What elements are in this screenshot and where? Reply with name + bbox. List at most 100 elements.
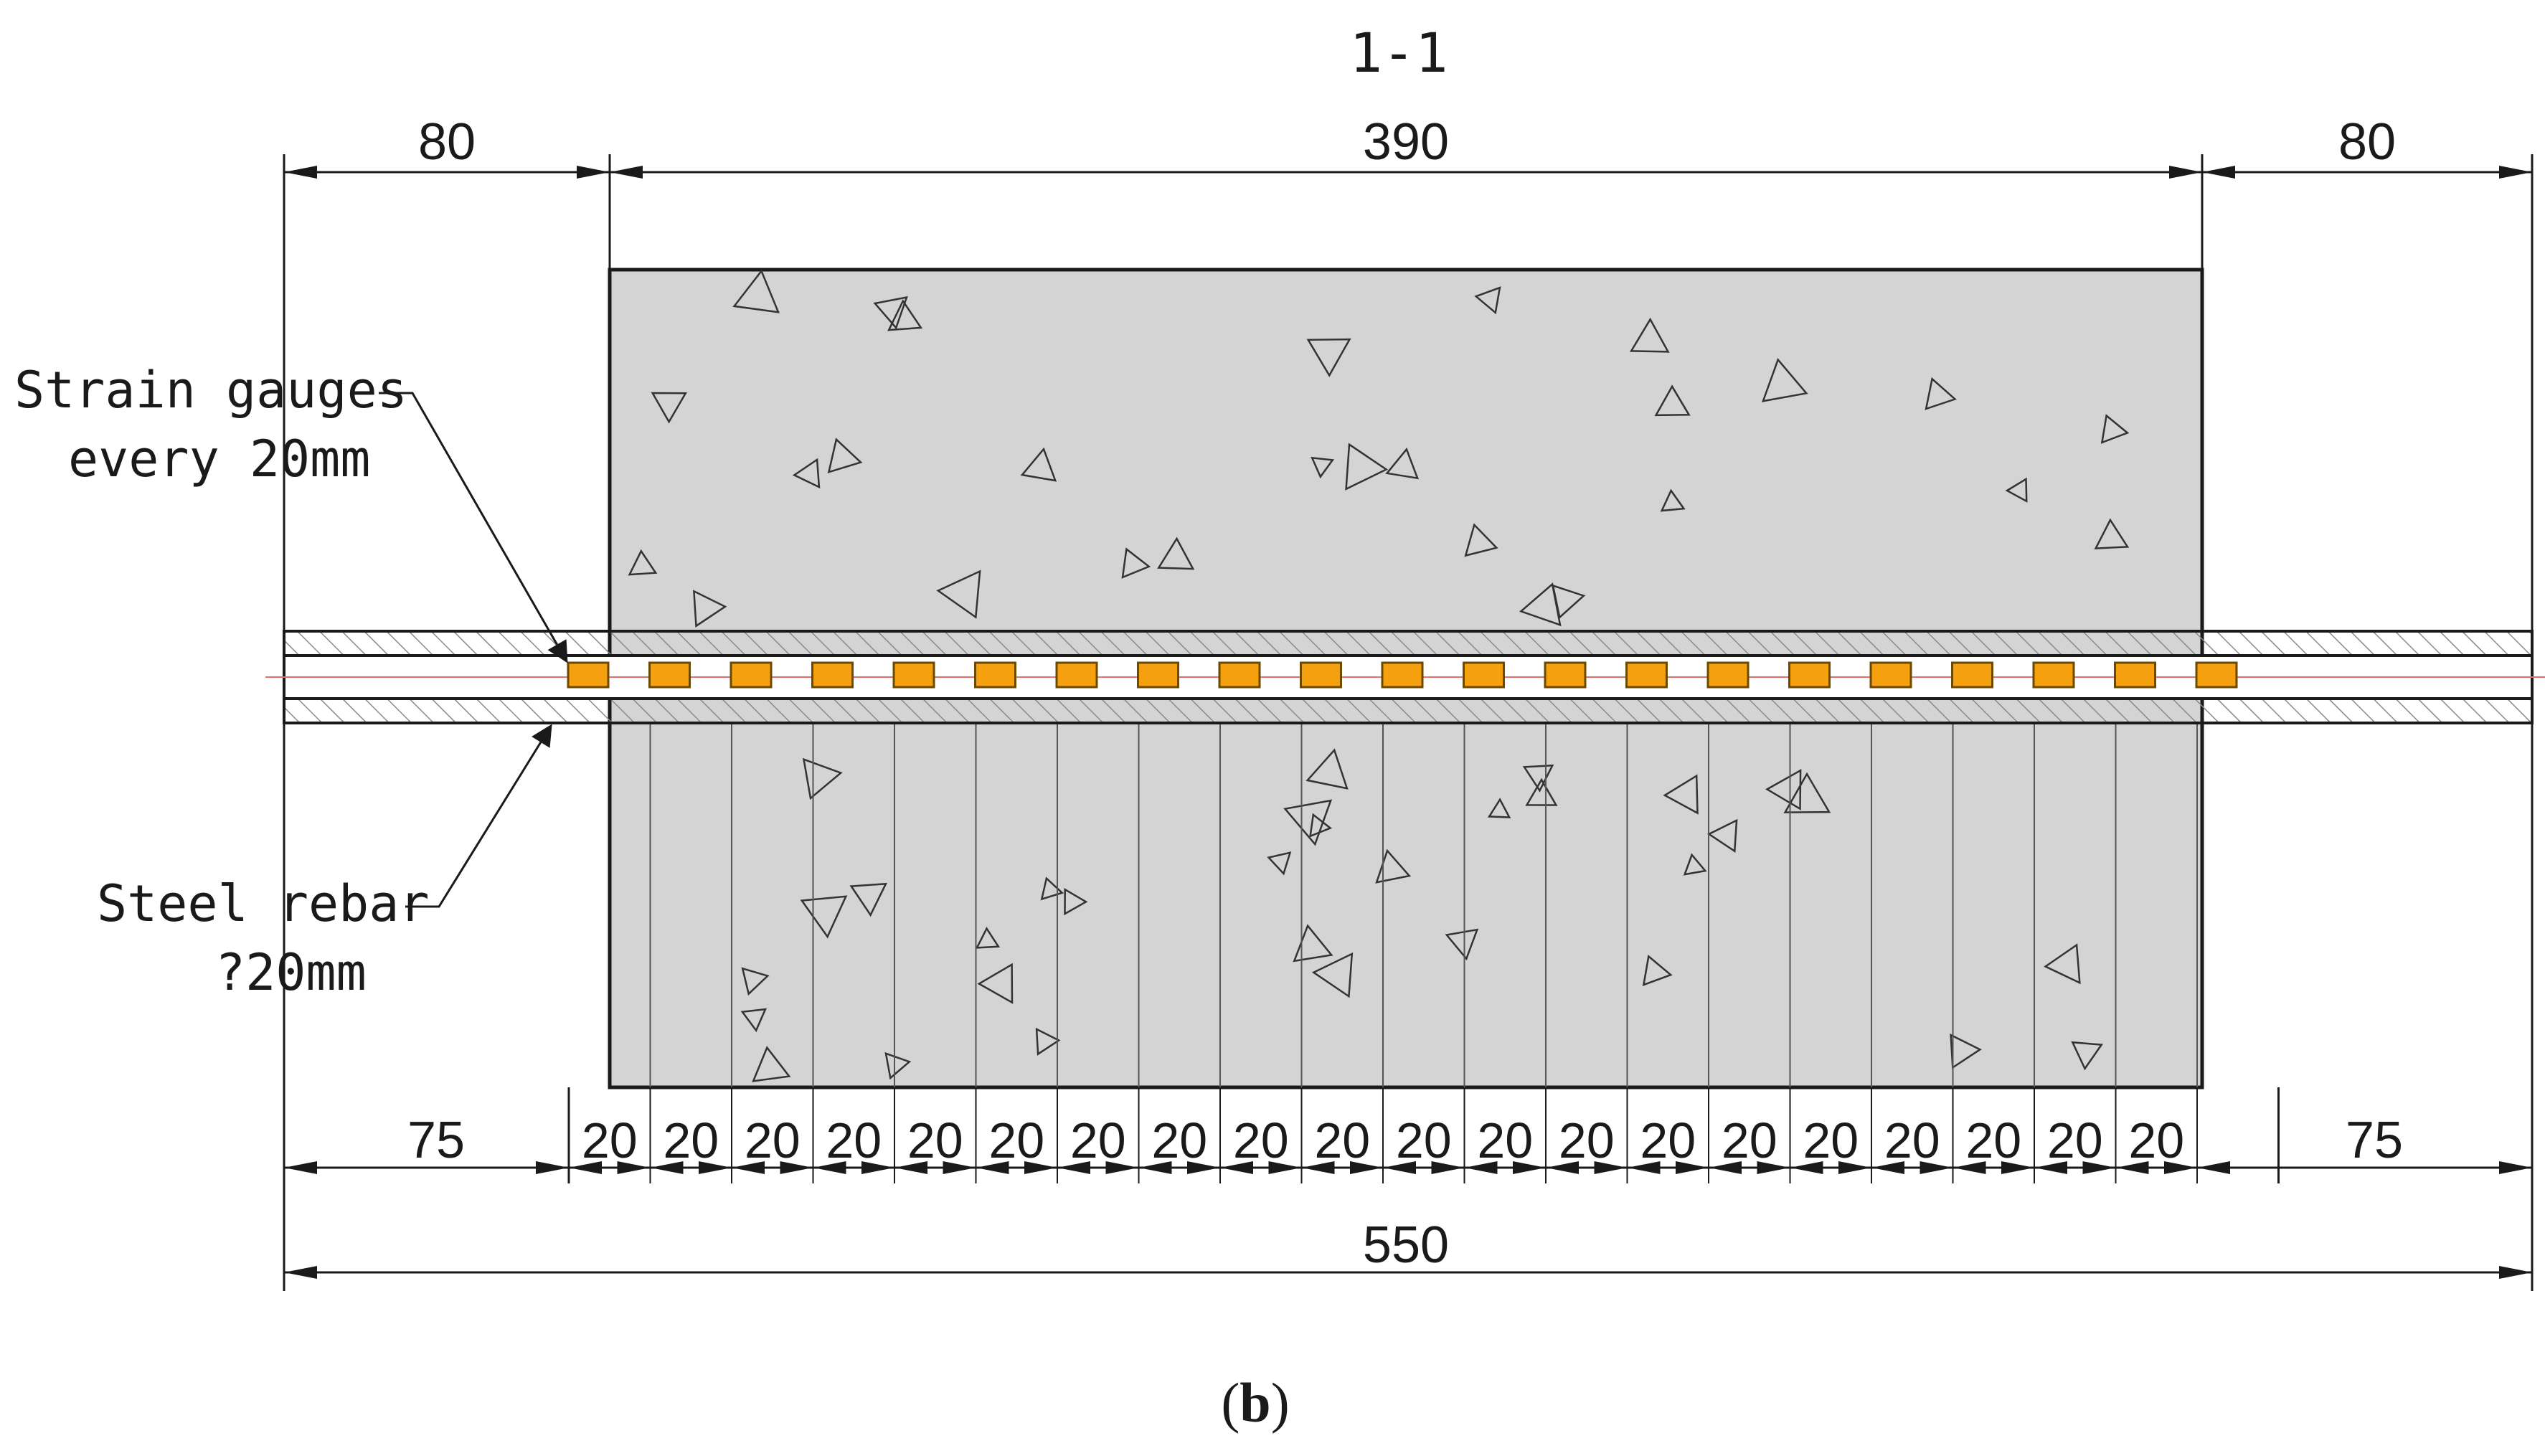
dimension-arrow: [976, 1161, 1009, 1174]
strain-gauge: [2114, 661, 2156, 689]
bottom-dimension-arrows: [284, 1161, 2532, 1279]
aggregate-mark: [887, 299, 923, 331]
gauge-spacing-label: 20: [1559, 1112, 1615, 1168]
dimension-arrow: [650, 1161, 684, 1174]
gauge-spacing-label: 20: [582, 1112, 638, 1168]
aggregate-mark: [1654, 384, 1691, 417]
dimension-arrow: [2115, 1161, 2149, 1174]
strain-gauge: [974, 661, 1016, 689]
gauge-spacing-label: 20: [1640, 1112, 1696, 1168]
dimension-arrow: [1138, 1161, 1172, 1174]
gauge-spacing-label: 20: [2128, 1112, 2184, 1168]
strain-gauge: [648, 661, 691, 689]
strain-gauges: [567, 661, 2238, 689]
aggregate-mark: [1663, 774, 1699, 815]
aggregate-mark: [884, 1051, 912, 1080]
gauge-spacing-label: 20: [745, 1112, 801, 1168]
aggregate-mark: [1783, 772, 1831, 813]
dim-top-middle: 390: [1363, 113, 1449, 171]
gauge-spacing-label: 20: [1233, 1112, 1289, 1168]
aggregate-mark: [1385, 447, 1420, 480]
aggregate-mark: [1283, 799, 1333, 846]
dimension-arrow: [699, 1161, 732, 1174]
aggregate-mark: [1064, 888, 1088, 916]
dimension-arrow: [577, 166, 610, 179]
aggregate-marks: [628, 269, 2130, 1082]
gauge-spacing-label: 20: [663, 1112, 719, 1168]
dimension-arrow: [1268, 1161, 1302, 1174]
strain-gauge: [729, 661, 773, 689]
dimension-arrow: [2001, 1161, 2034, 1174]
gauge-spacing-label: 20: [1884, 1112, 1940, 1168]
dimension-arrow: [1709, 1161, 1742, 1174]
aggregate-mark: [2005, 477, 2028, 503]
dimension-arrow: [943, 1161, 976, 1174]
dim-top-right: 80: [2338, 113, 2396, 171]
dimension-arrow: [894, 1161, 927, 1174]
dimension-arrow: [1920, 1161, 1953, 1174]
gauge-spacing-label: 20: [1965, 1112, 2021, 1168]
dimension-arrow: [1757, 1161, 1790, 1174]
strain-gauge: [1300, 661, 1342, 689]
steel-rebar-label-line2: ?20mm: [215, 943, 367, 1002]
dimension-arrow: [2082, 1161, 2116, 1174]
dim-top-left: 80: [418, 113, 476, 171]
dimension-arrow: [1383, 1161, 1416, 1174]
dimension-arrow: [1871, 1161, 1904, 1174]
gauge-spacing-label: 20: [907, 1112, 963, 1168]
aggregate-mark: [1683, 853, 1707, 876]
figure-label: (b): [1221, 1371, 1289, 1434]
aggregate-mark: [1305, 748, 1349, 790]
dim-overall: 550: [1363, 1216, 1449, 1274]
dim-bottom-left: 75: [407, 1112, 465, 1169]
dimension-arrow: [1024, 1161, 1057, 1174]
aggregate-mark: [800, 895, 848, 939]
gauge-spacing-label: 20: [1396, 1112, 1452, 1168]
gauge-spacing-label: 20: [1477, 1112, 1533, 1168]
gauge-spacing-label: 20: [1803, 1112, 1859, 1168]
dimension-arrow: [2034, 1161, 2067, 1174]
strain-gauge: [892, 661, 935, 689]
dimension-arrow: [813, 1161, 846, 1174]
dimension-arrow: [780, 1161, 813, 1174]
aggregate-mark: [1474, 286, 1501, 315]
aggregate-mark: [849, 882, 887, 917]
dimension-arrow: [2202, 166, 2235, 179]
aggregate-mark: [1445, 928, 1479, 961]
dimension-arrow: [610, 166, 643, 179]
gauge-spacing-label: 20: [1314, 1112, 1370, 1168]
aggregate-mark: [1311, 952, 1354, 998]
dimension-arrow: [1187, 1161, 1220, 1174]
aggregate-mark: [741, 967, 770, 996]
dimension-arrow: [2164, 1161, 2197, 1174]
aggregate-mark: [1707, 818, 1738, 853]
dimension-arrow: [2169, 166, 2202, 179]
aggregate-mark: [651, 392, 687, 424]
aggregate-mark: [1157, 536, 1195, 570]
strain-gauge: [1788, 661, 1831, 689]
dimension-arrow: [569, 1161, 602, 1174]
aggregate-mark: [2100, 414, 2130, 444]
dimension-arrow: [1464, 1161, 1498, 1174]
aggregate-mark: [1035, 1027, 1061, 1056]
dimension-arrow: [1676, 1161, 1709, 1174]
aggregate-mark: [1267, 851, 1292, 876]
strain-gauges-callout: Strain gauges every 20mm: [14, 361, 568, 663]
strain-gauge: [1463, 661, 1505, 689]
aggregate-mark: [977, 963, 1014, 1004]
dimension-arrow: [1301, 1161, 1335, 1174]
aggregate-mark: [827, 438, 863, 474]
aggregate-mark: [1487, 798, 1511, 818]
strain-gauge: [1544, 661, 1587, 689]
aggregate-mark: [1306, 338, 1351, 377]
dimension-arrow: [284, 166, 317, 179]
dimension-arrow: [1594, 1161, 1628, 1174]
dimension-arrow: [1953, 1161, 1986, 1174]
strain-gauge: [1218, 661, 1261, 689]
dimension-arrow: [1431, 1161, 1465, 1174]
gauge-spacing-label: 20: [2047, 1112, 2103, 1168]
dimension-arrow: [1627, 1161, 1661, 1174]
dimension-arrow: [1220, 1161, 1253, 1174]
gauge-spacing-label: 20: [826, 1112, 882, 1168]
